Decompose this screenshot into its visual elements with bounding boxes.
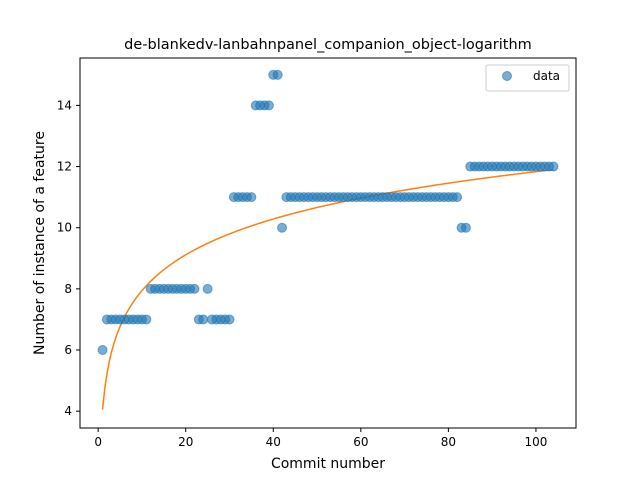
data-point: [198, 314, 209, 325]
data-point: [141, 314, 152, 325]
x-axis-ticks: 0 20 40 60 80 100: [94, 428, 547, 449]
data-point: [263, 100, 274, 111]
y-tick-label: 14: [57, 98, 72, 112]
fit-curve-line: [101, 168, 554, 410]
x-tick-label: 0: [94, 435, 102, 449]
x-tick-label: 80: [441, 435, 456, 449]
data-point: [272, 69, 283, 80]
data-point: [189, 283, 200, 294]
data-point: [202, 283, 213, 294]
x-axis-label: Commit number: [271, 456, 385, 472]
chart-title: de-blankedv-lanbahnpanel_companion_objec…: [124, 37, 532, 53]
legend: data: [485, 64, 570, 92]
data-point: [452, 192, 463, 203]
y-tick-label: 10: [57, 221, 72, 235]
x-tick-label: 40: [266, 435, 281, 449]
data-point: [460, 222, 471, 233]
y-tick-label: 6: [64, 343, 72, 357]
scatter-points-layer: [97, 69, 559, 356]
y-tick-label: 12: [57, 160, 72, 174]
y-axis-ticks: 4 6 8 10 12 14: [57, 98, 80, 418]
fit-curve-layer: [101, 168, 554, 410]
data-point: [246, 192, 257, 203]
y-axis-label: Number of instance of a feature: [32, 131, 48, 355]
y-tick-label: 4: [64, 404, 72, 418]
x-tick-label: 60: [353, 435, 368, 449]
legend-marker-data: [502, 71, 512, 81]
data-point: [548, 161, 559, 172]
data-point: [97, 345, 108, 356]
legend-label-data: data: [533, 69, 560, 83]
data-point: [277, 222, 288, 233]
data-point: [224, 314, 235, 325]
y-tick-label: 8: [64, 282, 72, 296]
x-tick-label: 20: [178, 435, 193, 449]
plot-frame: [79, 57, 577, 429]
x-tick-label: 100: [524, 435, 547, 449]
